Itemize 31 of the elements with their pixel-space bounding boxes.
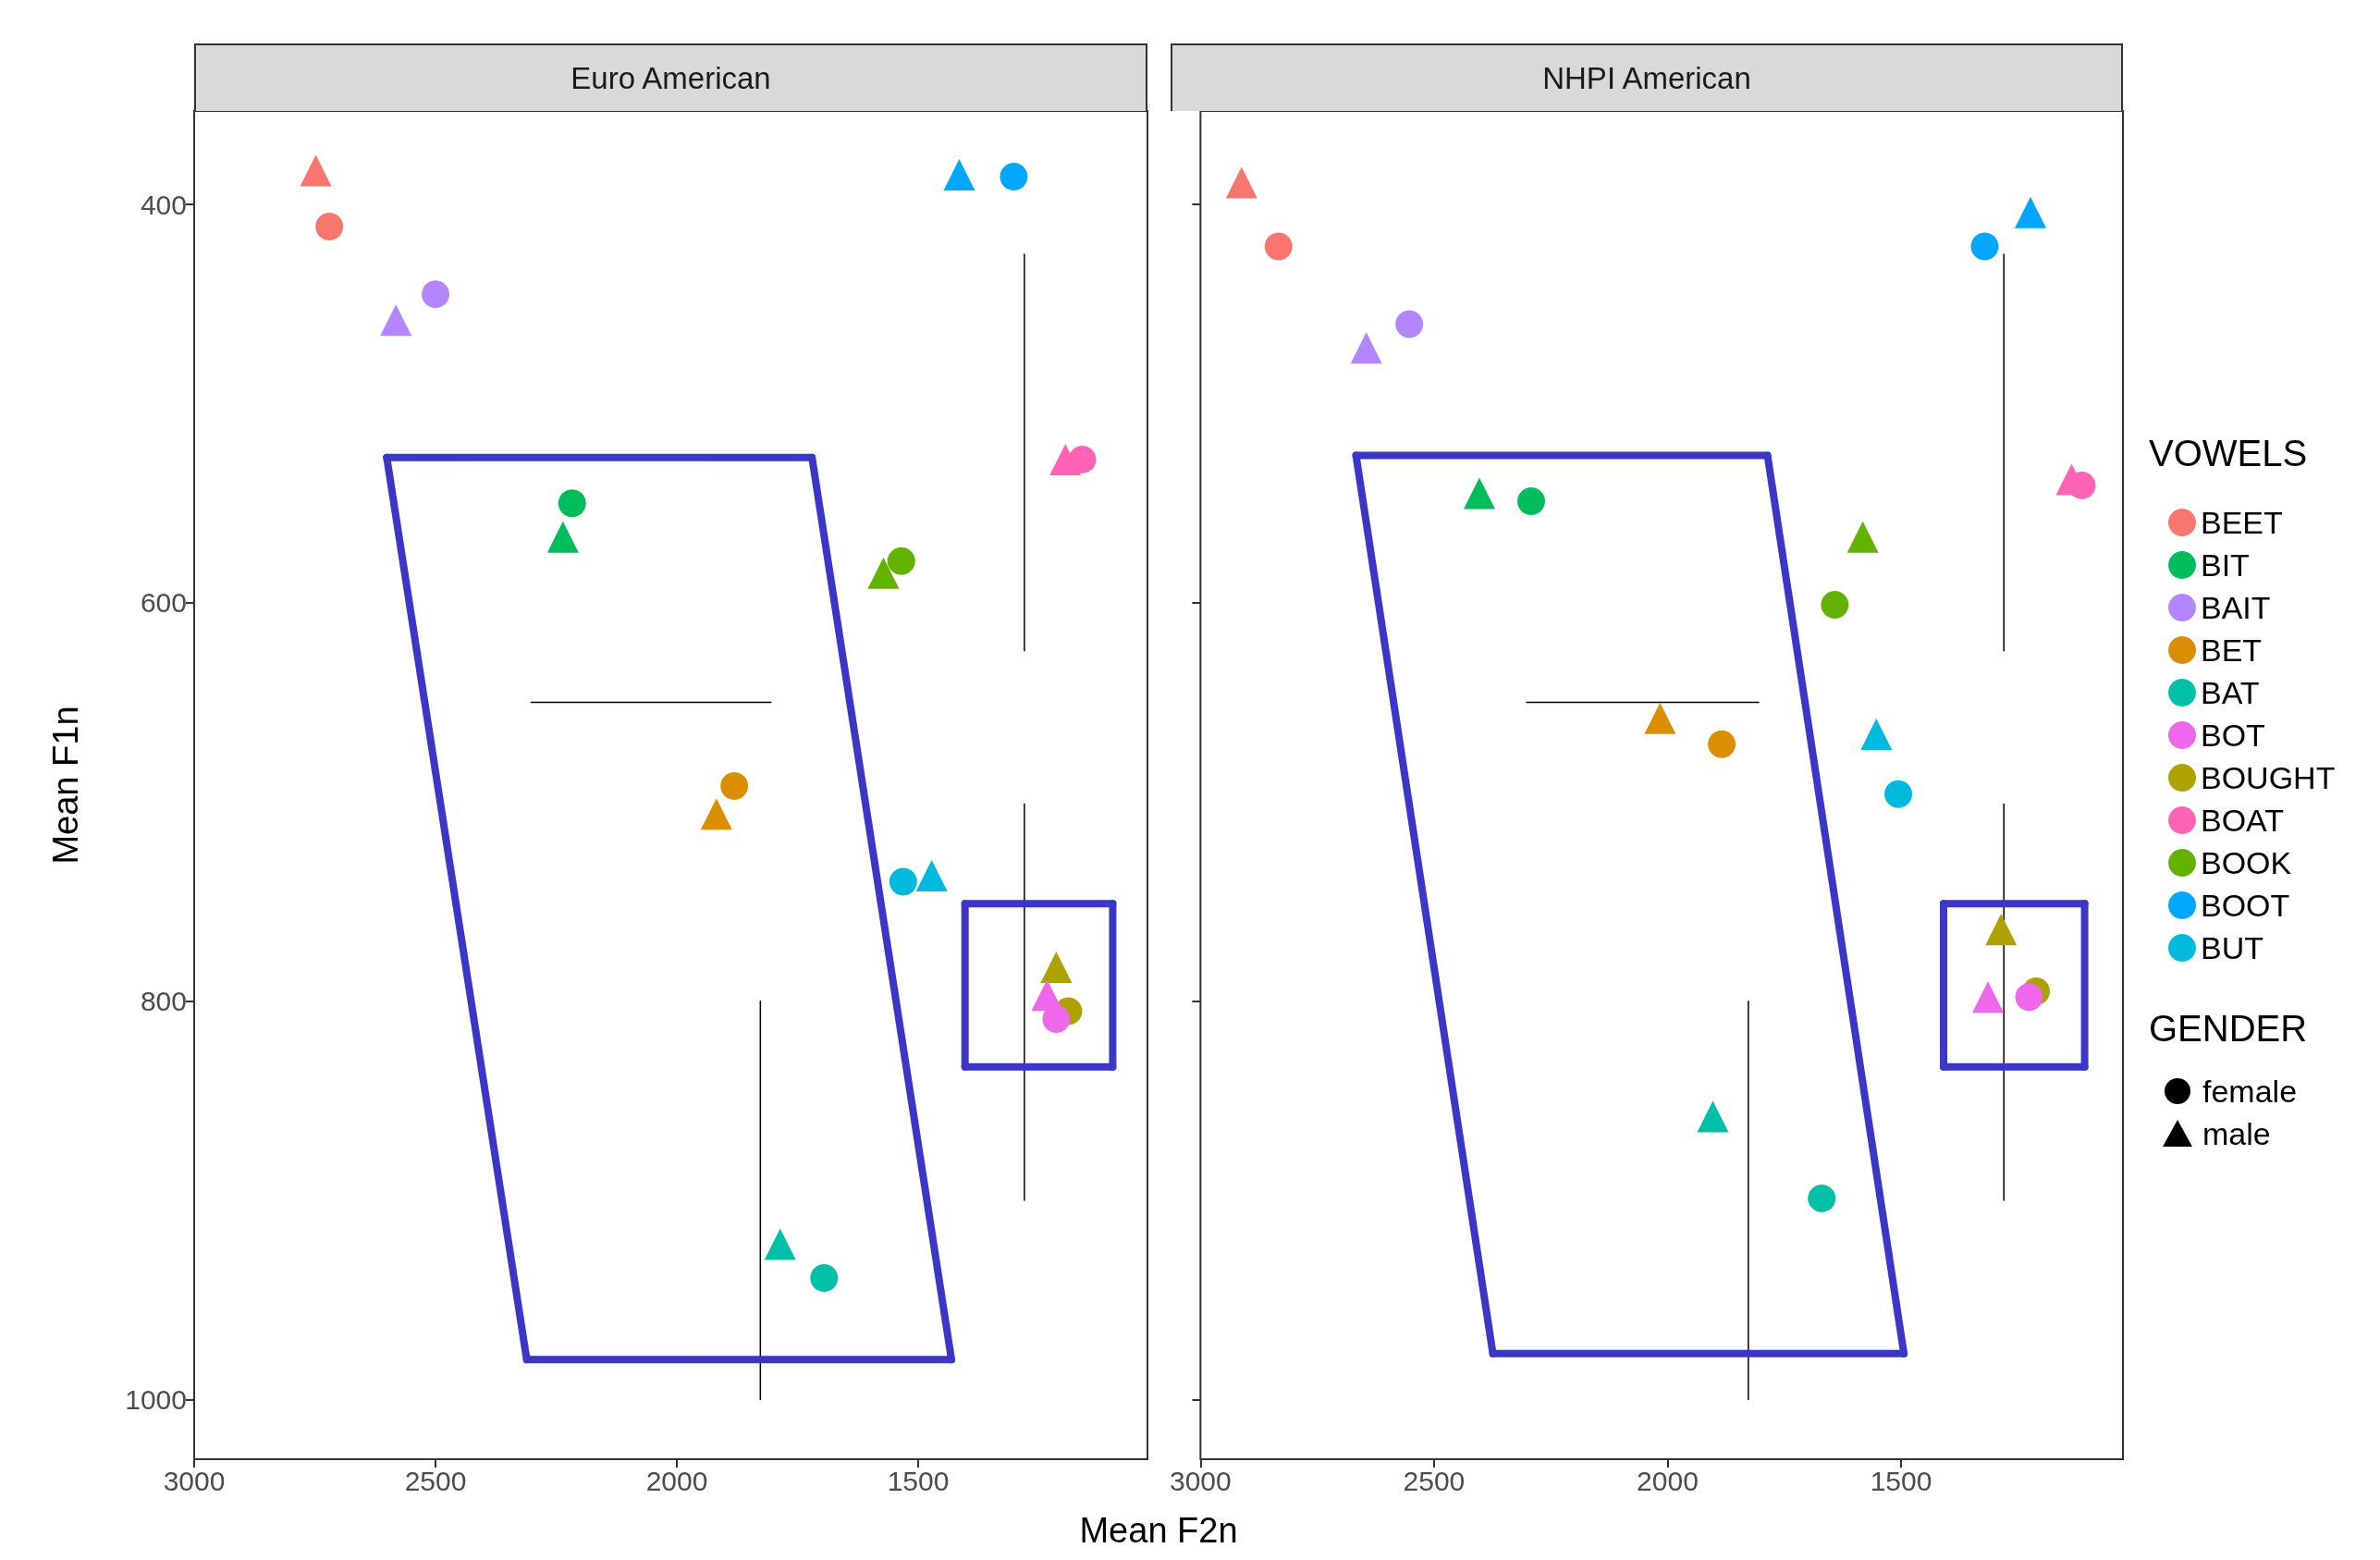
text: female — [2202, 1074, 2298, 1109]
y-axis-title: Mean F1n — [46, 706, 85, 865]
legend-label: BOOT — [2201, 888, 2290, 923]
legend-title: VOWELS — [2149, 433, 2308, 473]
y-tick-label: 1000 — [125, 1383, 187, 1415]
chart-title: NHPI American — [1171, 43, 2123, 111]
x-tick-label: 3000 — [163, 1465, 226, 1496]
legend-label: BAIT — [2201, 590, 2271, 625]
x-tick-label: 3000 — [1169, 1465, 1232, 1496]
legend-label: BOT — [2201, 718, 2265, 753]
chart-title: Euro American — [194, 43, 1147, 111]
y-tick-label: 400 — [140, 189, 187, 220]
x-tick-label: 2500 — [1403, 1465, 1466, 1496]
x-tick-label: 2000 — [1637, 1465, 1699, 1496]
text: GENDER — [2149, 1008, 2308, 1049]
legend-label: BOOK — [2201, 845, 2292, 880]
x-axis-title: Mean F2n — [1078, 1511, 1239, 1551]
x-tick-label: 2000 — [645, 1465, 708, 1496]
y-tick-label: 600 — [140, 587, 187, 619]
x-tick-label: 1500 — [1870, 1465, 1932, 1496]
x-tick-label: 1500 — [887, 1465, 950, 1496]
y-tick-label: 800 — [140, 986, 187, 1017]
legend-label: BET — [2201, 633, 2263, 668]
legend-label: BAT — [2201, 675, 2260, 710]
legend-label: BOAT — [2201, 803, 2285, 838]
legend-label: BOUGHT — [2201, 760, 2336, 795]
legend-label: BIT — [2201, 547, 2250, 583]
legend-label: BUT — [2201, 930, 2263, 965]
legend-label: BEET — [2201, 505, 2283, 540]
x-tick-label: 2500 — [404, 1465, 467, 1496]
text: male — [2202, 1116, 2271, 1151]
